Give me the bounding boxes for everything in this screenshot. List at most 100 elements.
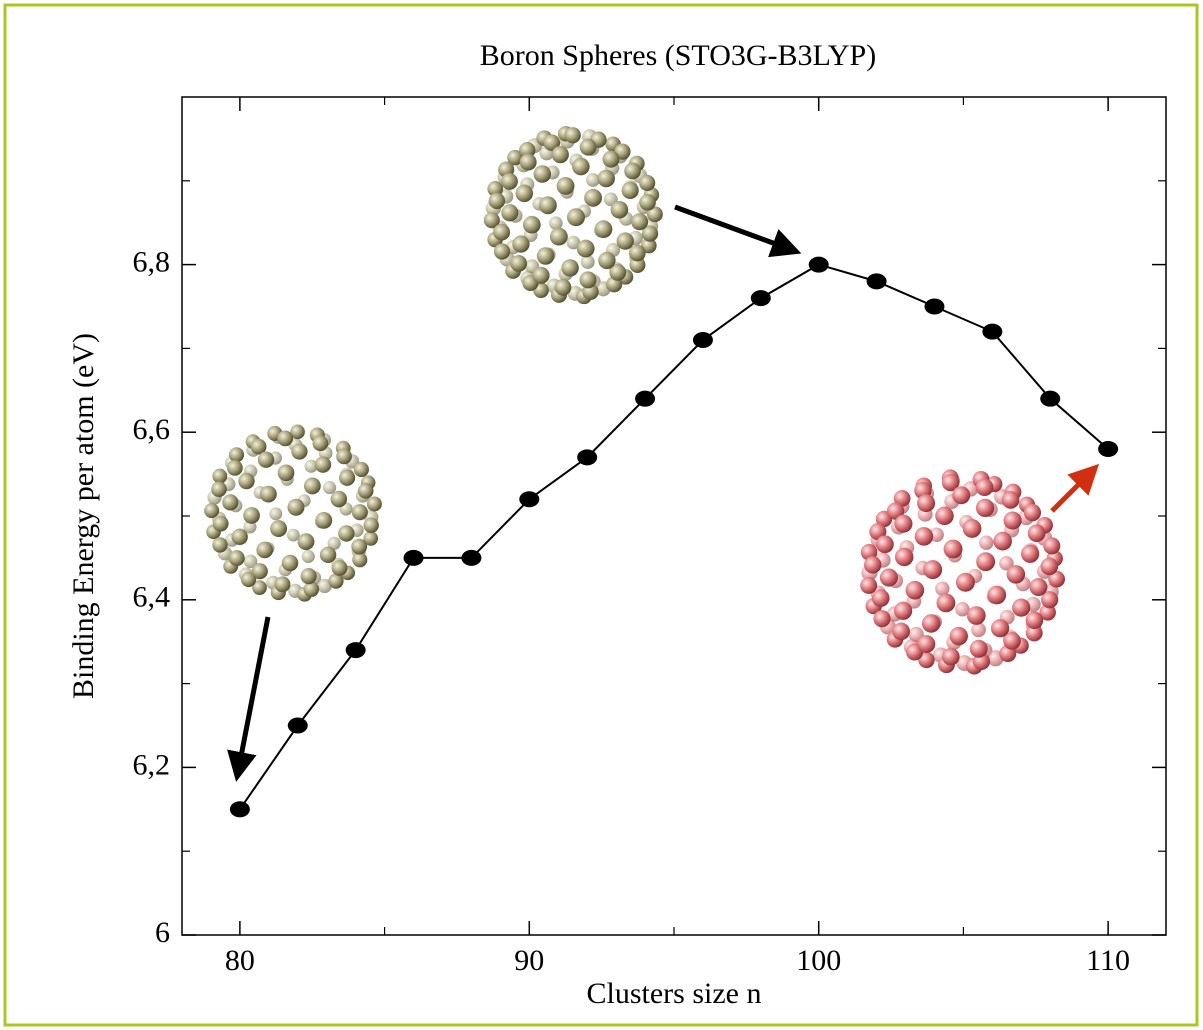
atom <box>363 517 379 534</box>
atom <box>871 589 890 607</box>
data-point <box>982 323 1003 340</box>
atom <box>1003 632 1021 650</box>
atom <box>962 519 982 538</box>
atom <box>228 447 245 463</box>
atom <box>1039 604 1056 621</box>
atom <box>212 468 228 484</box>
atom <box>1040 557 1059 576</box>
atom <box>1012 598 1031 617</box>
atom <box>287 498 305 516</box>
atom <box>975 478 994 497</box>
atom <box>228 550 245 567</box>
data-point <box>692 332 713 349</box>
atom <box>955 601 970 617</box>
data-point <box>635 390 656 407</box>
atom <box>576 239 595 258</box>
atom <box>993 531 1012 551</box>
arrow <box>674 204 802 258</box>
atom <box>351 504 368 521</box>
atom <box>323 481 337 495</box>
atom <box>507 149 523 166</box>
atom <box>501 173 518 190</box>
atom <box>510 255 528 272</box>
atom <box>952 486 971 505</box>
atom <box>943 539 963 559</box>
atom <box>955 572 975 592</box>
data-point <box>461 549 482 566</box>
atom <box>304 459 318 473</box>
atom <box>274 576 291 593</box>
atom <box>1021 544 1040 563</box>
atom <box>353 461 369 478</box>
atom <box>366 496 382 512</box>
atom <box>512 235 530 253</box>
atom <box>1006 565 1026 584</box>
atom <box>515 184 533 203</box>
atom <box>256 541 274 559</box>
data-point <box>229 801 250 818</box>
atom <box>286 528 300 542</box>
atom <box>929 527 944 543</box>
atom <box>990 619 1010 638</box>
atom <box>231 528 248 545</box>
atom <box>556 177 575 195</box>
cluster-images <box>204 125 1065 675</box>
data-point <box>287 717 308 734</box>
atom <box>357 483 374 499</box>
atom <box>629 256 646 273</box>
atom <box>976 552 996 572</box>
atom <box>1048 570 1065 588</box>
y-tick-label: 6,8 <box>133 245 171 278</box>
atom <box>243 520 257 534</box>
atom <box>554 278 572 296</box>
atom <box>519 153 537 171</box>
atom <box>291 443 308 460</box>
atom <box>312 435 329 452</box>
atom <box>1027 524 1046 543</box>
atom <box>551 146 569 164</box>
atom <box>917 635 936 653</box>
atom <box>610 200 629 219</box>
atom <box>297 533 315 551</box>
atom <box>979 535 994 550</box>
atom <box>641 237 657 254</box>
x-tick-label: 100 <box>796 944 841 977</box>
atom <box>493 243 511 260</box>
atom <box>935 581 950 596</box>
atom <box>875 535 894 554</box>
atom <box>536 247 555 265</box>
x-tick-label: 90 <box>514 944 544 977</box>
atom <box>641 225 659 242</box>
atom <box>894 601 913 620</box>
atom <box>240 571 257 588</box>
atom <box>533 165 552 183</box>
atom <box>894 547 914 567</box>
atom <box>538 196 557 215</box>
atom <box>893 490 911 507</box>
page-border <box>3 3 1199 1027</box>
atom <box>501 204 519 222</box>
atom <box>243 554 258 569</box>
atom <box>1001 491 1020 509</box>
atom <box>336 448 352 465</box>
atom <box>921 614 941 633</box>
atom <box>1025 624 1043 642</box>
atom <box>987 585 1007 605</box>
atom <box>281 554 299 572</box>
y-axis-label: Binding Energy per atom (eV) <box>67 333 100 699</box>
atom <box>598 251 616 270</box>
atom <box>1025 611 1044 630</box>
x-tick-label: 80 <box>225 944 255 977</box>
data-point <box>1098 440 1119 457</box>
data-point <box>403 549 424 566</box>
atom <box>1043 537 1061 555</box>
atom <box>639 174 656 192</box>
chart-title: Boron Spheres (STO3G-B3LYP) <box>480 39 876 72</box>
y-tick-label: 6,2 <box>133 748 171 781</box>
atom <box>886 502 905 520</box>
atom <box>270 520 288 538</box>
atom <box>879 568 898 587</box>
atom <box>624 162 641 180</box>
x-tick-label: 110 <box>1086 944 1130 977</box>
atom <box>892 622 910 641</box>
